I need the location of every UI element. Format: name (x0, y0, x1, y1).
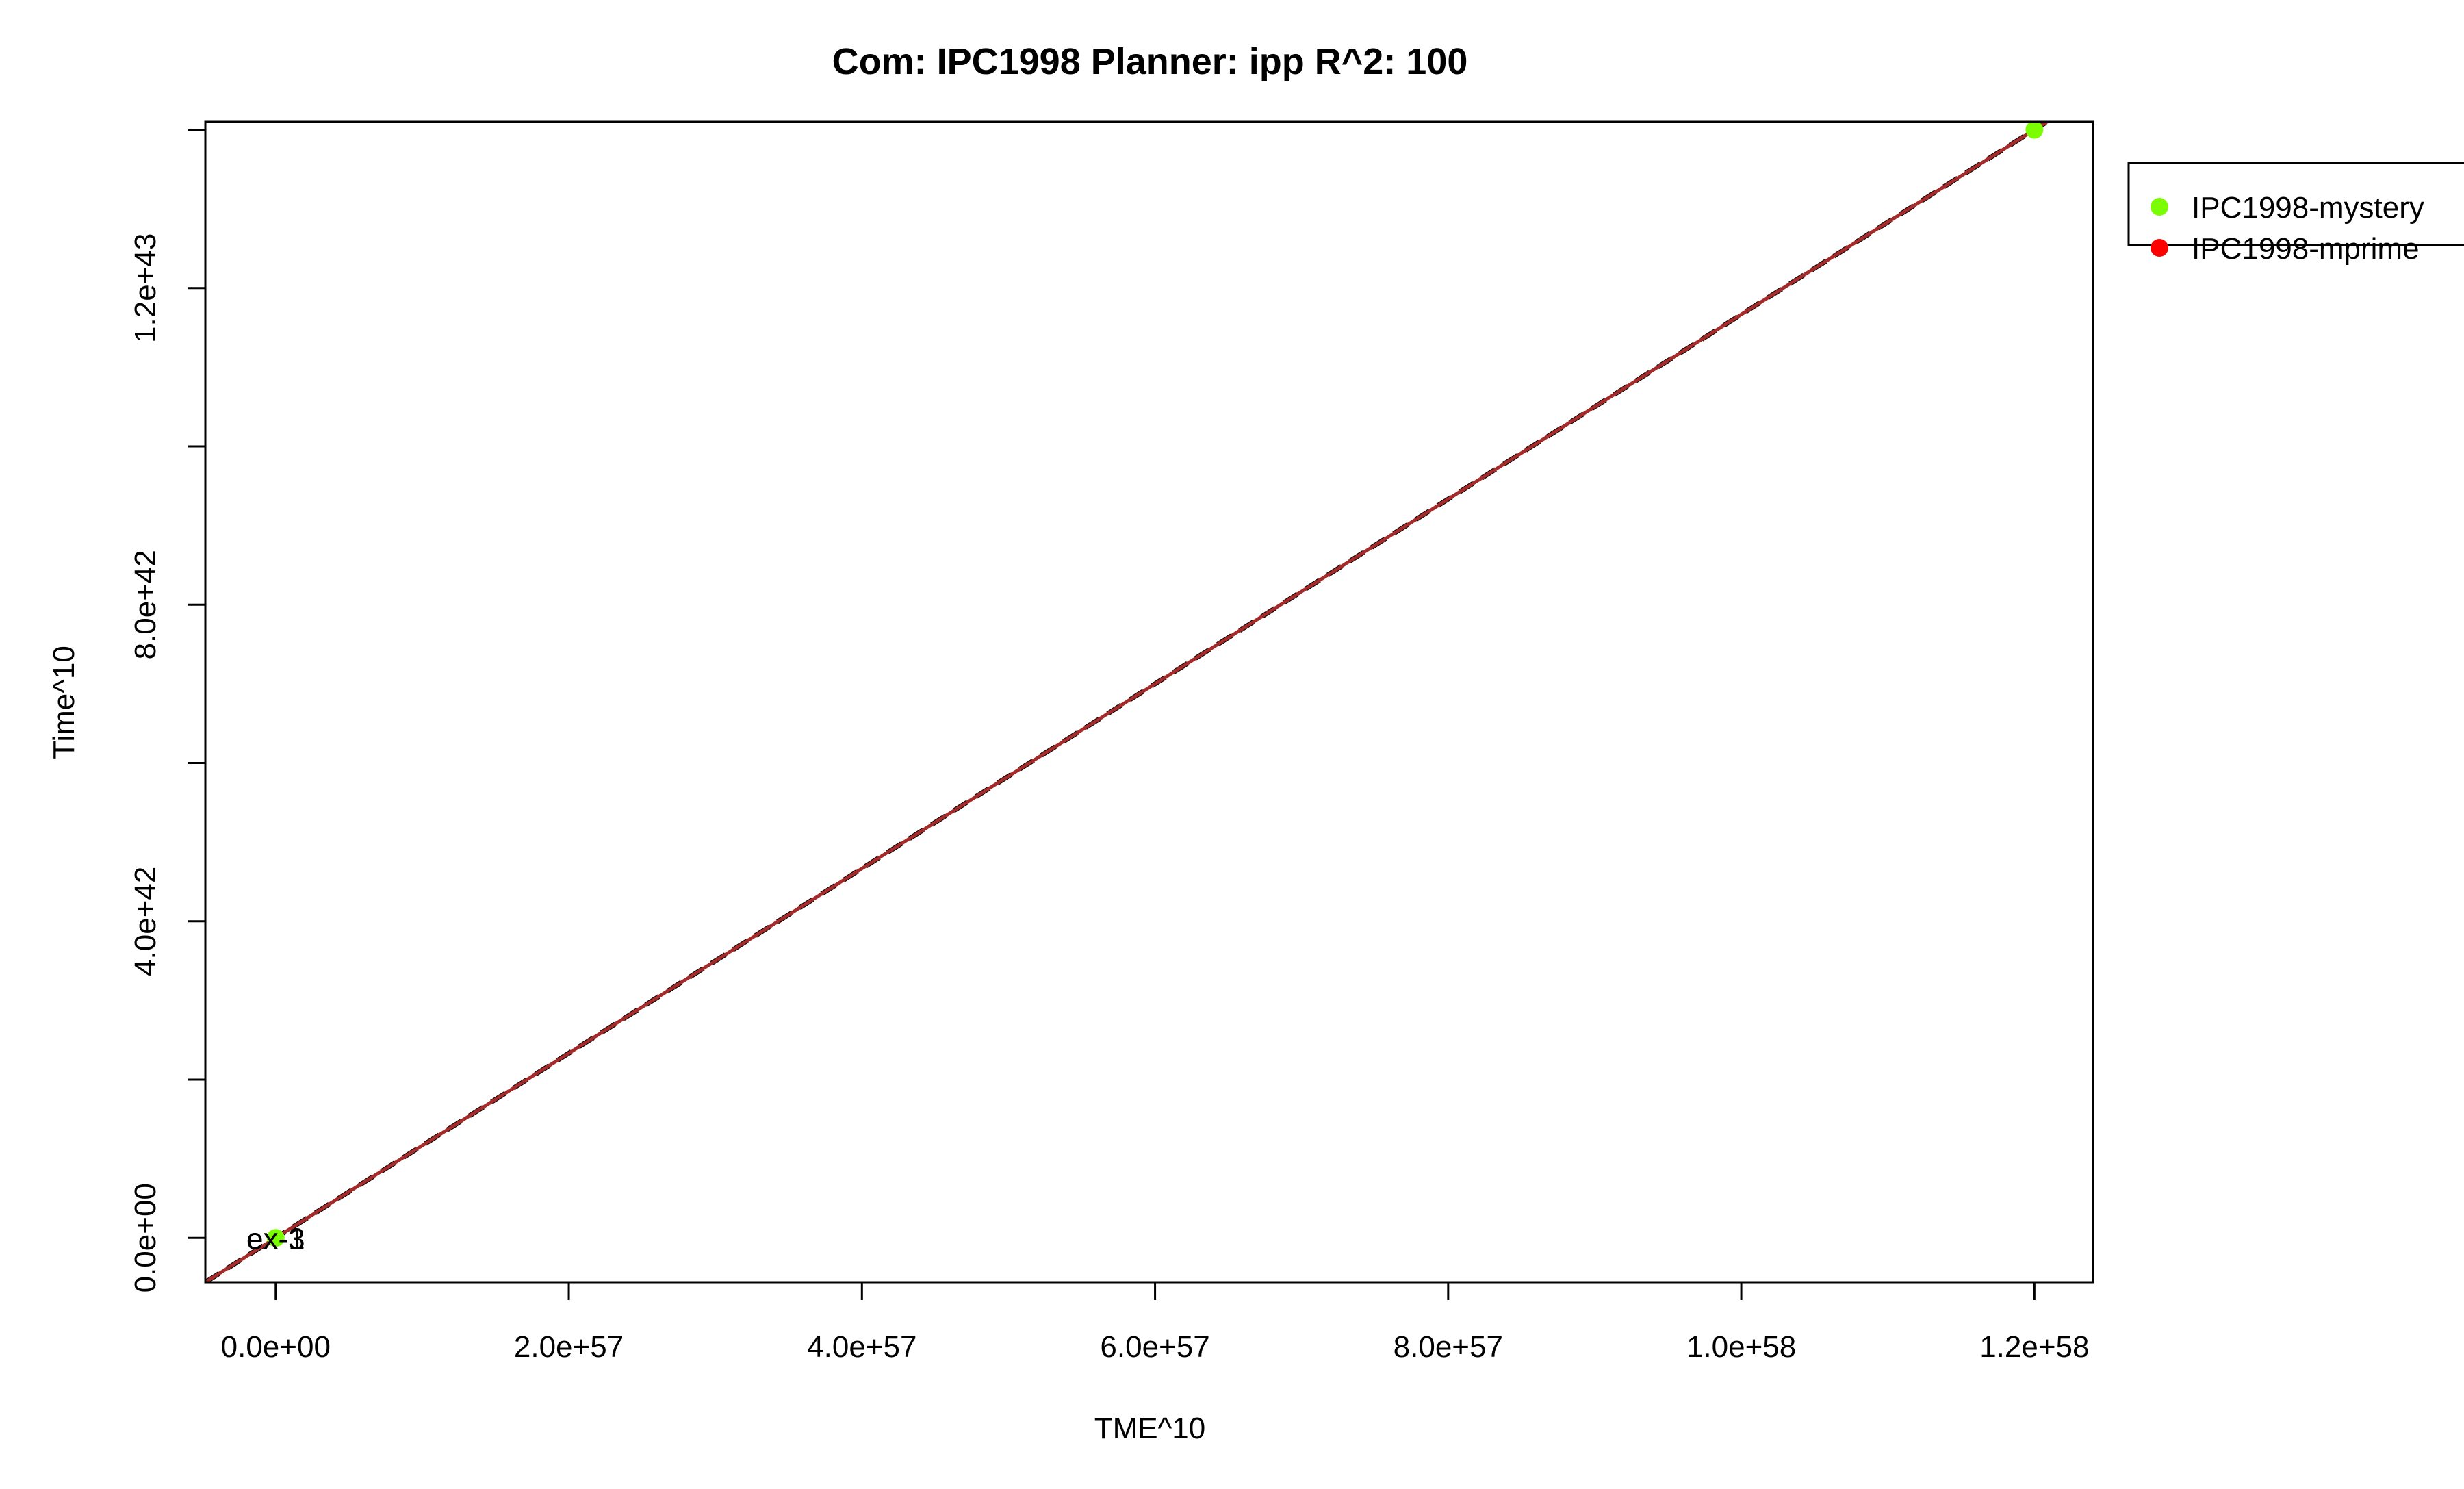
x-tick-label: 4.0e+57 (807, 1330, 916, 1364)
plot-area-frame (204, 120, 2094, 1284)
point-label: ex-1 (246, 1222, 305, 1256)
data-points (266, 120, 2044, 1247)
y-tick-label: 0.0e+00 (129, 1183, 162, 1293)
data-point (2025, 120, 2044, 139)
y-tick-label: 8.0e+42 (129, 550, 162, 659)
y-axis: 0.0e+00 4.0e+42 8.0e+42 1.2e+43 (129, 129, 207, 1293)
y-tick-label: 4.0e+42 (129, 867, 162, 976)
point-label: ex-3 (246, 1222, 305, 1256)
y-tick-label: 1.2e+43 (129, 233, 162, 343)
legend-box (2127, 162, 2464, 246)
x-tick-label: 6.0e+57 (1100, 1330, 1209, 1364)
legend-marker-mprime (2151, 239, 2168, 257)
legend: IPC1998-mystery IPC1998-mprime (2127, 162, 2464, 266)
x-tick-label: 1.2e+58 (1979, 1330, 2089, 1364)
x-tick-label: 0.0e+00 (221, 1330, 331, 1364)
fit-line (205, 122, 2051, 1282)
fit-lines (205, 122, 2052, 1282)
x-tick-label: 8.0e+57 (1394, 1330, 1503, 1364)
x-tick-label: 2.0e+57 (514, 1330, 624, 1364)
x-axis-label: TME^10 (1094, 1412, 1205, 1445)
x-tick-label: 1.0e+58 (1686, 1330, 1796, 1364)
y-axis-label: Time^10 (47, 646, 81, 759)
legend-marker-mystery (2151, 198, 2168, 216)
chart-title: Com: IPC1998 Planner: ipp R^2: 100 (832, 41, 1468, 82)
x-axis: 0.0e+00 2.0e+57 4.0e+57 6.0e+57 8.0e+57 1.0e+… (221, 1281, 2089, 1364)
data-point (266, 1229, 285, 1247)
legend-label-mprime: IPC1998-mprime (2192, 232, 2420, 266)
legend-label-mystery: IPC1998-mystery (2192, 191, 2424, 225)
point-labels: ex-3ex-1 (246, 1222, 305, 1256)
